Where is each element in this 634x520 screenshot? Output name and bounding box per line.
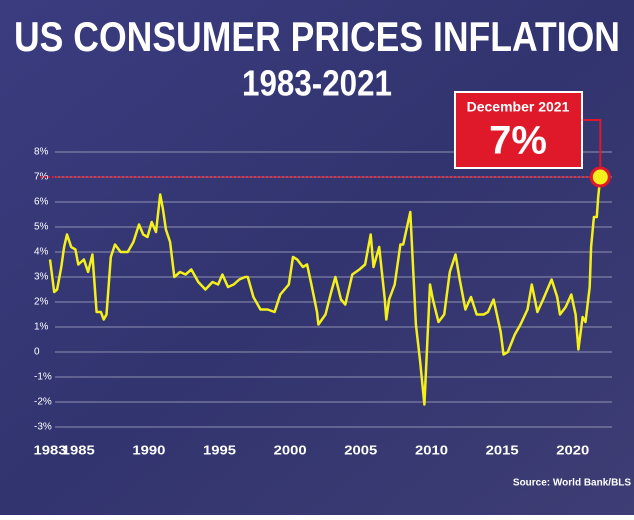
y-tick-label: 6% <box>34 197 49 208</box>
callout-value: 7% <box>489 119 547 163</box>
y-tick-label: 2% <box>34 297 49 308</box>
y-tick-label: 1% <box>34 322 49 333</box>
x-tick-label: 1995 <box>203 442 236 457</box>
connector <box>582 119 602 177</box>
x-tick-label: 2015 <box>486 442 519 457</box>
y-tick-label: 3% <box>34 272 49 283</box>
x-tick-label: 2020 <box>556 442 589 457</box>
x-tick-label: 1983 <box>34 442 67 457</box>
x-tick-label: 1985 <box>62 442 95 457</box>
y-tick-label: -2% <box>34 397 52 408</box>
y-tick-label: 5% <box>34 222 49 233</box>
y-tick-label: 4% <box>34 247 49 258</box>
highlight-marker <box>589 166 611 188</box>
x-tick-label: 1990 <box>132 442 165 457</box>
x-tick-label: 2000 <box>274 442 307 457</box>
callout-box <box>454 91 583 169</box>
line <box>48 176 602 406</box>
x-tick-label: 2010 <box>415 442 448 457</box>
chart-title: US CONSUMER PRICES INFLATION <box>14 13 620 60</box>
source: Source: World Bank/BLS <box>513 478 631 489</box>
y-tick-label: -3% <box>34 422 52 433</box>
y-tick-label: 0 <box>34 347 40 358</box>
x-tick-label: 2005 <box>344 442 377 457</box>
y-tick-label: -1% <box>34 372 52 383</box>
y-tick-label: 8% <box>34 147 49 158</box>
callout-label: December 2021 <box>467 99 570 115</box>
chart-subtitle: 1983-2021 <box>242 63 392 104</box>
